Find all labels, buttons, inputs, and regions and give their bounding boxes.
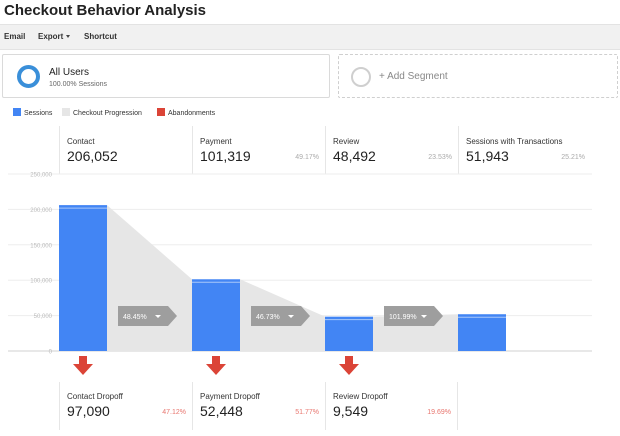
stage-name: Review (333, 137, 360, 146)
shortcut-button[interactable]: Shortcut (84, 32, 117, 41)
segment-ring-icon (17, 65, 40, 88)
email-button[interactable]: Email (4, 32, 26, 41)
dropoff-review[interactable]: Review Dropoff 9,549 19.69% (325, 382, 458, 430)
dropoff-percent: 47.12% (162, 409, 186, 416)
segment-sub: 100.00% Sessions (49, 81, 107, 88)
dropoff-name: Contact Dropoff (67, 392, 123, 401)
session-bar (59, 205, 107, 351)
stage-review[interactable]: Review 48,492 23.53% (325, 126, 458, 174)
stage-name: Payment (200, 137, 232, 146)
stage-value: 48,492 (333, 148, 376, 164)
abandonment-arrow-icon (339, 356, 359, 375)
session-bar (458, 314, 506, 351)
legend-swatch-sessions (13, 108, 21, 116)
arrow-box (251, 306, 310, 326)
dropoff-name: Payment Dropoff (200, 392, 260, 401)
legend-label-progression: Checkout Progression (73, 110, 142, 117)
add-segment-label: + Add Segment (379, 71, 448, 82)
arrow-box (118, 306, 177, 326)
progression-label: 46.73% (256, 314, 280, 321)
page-title: Checkout Behavior Analysis (4, 2, 207, 19)
add-segment-button[interactable]: + Add Segment (338, 54, 618, 98)
chevron-down-icon (66, 35, 71, 39)
legend-sessions: Sessions (13, 108, 52, 117)
stage-percent: 49.17% (295, 154, 319, 161)
dropoff-value: 9,549 (333, 403, 369, 419)
progression-arrow: 48.45% (118, 306, 177, 326)
legend-abandonments: Abandonments (157, 108, 215, 117)
stage-payment[interactable]: Payment 101,319 49.17% (192, 126, 325, 174)
stage-name: Sessions with Transactions (466, 137, 563, 146)
progression-label: 48.45% (123, 314, 147, 321)
stage-percent: 23.53% (428, 154, 452, 161)
dropoff-percent: 51.77% (295, 409, 319, 416)
dropoff-contact[interactable]: Contact Dropoff 97,090 47.12% (59, 382, 192, 430)
stage-percent: 25.21% (561, 154, 585, 161)
dropoff-percent: 19.69% (427, 409, 451, 416)
chevron-down-icon (155, 315, 161, 318)
y-tick-label: 50,000 (34, 314, 53, 320)
legend-label-abandonments: Abandonments (168, 110, 216, 117)
legend-checkout-progression: Checkout Progression (62, 108, 142, 117)
export-label: Export (38, 32, 64, 41)
session-bar (325, 316, 373, 351)
stage-name: Contact (67, 137, 95, 146)
arrow-box (384, 306, 443, 326)
session-bar (192, 279, 240, 351)
y-tick-label: 200,000 (30, 208, 52, 214)
y-tick-label: 100,000 (30, 279, 52, 285)
segment-name: All Users (49, 67, 90, 78)
add-segment-ring-icon (351, 67, 371, 87)
legend-swatch-abandonments (157, 108, 165, 116)
stage-value: 206,052 (67, 148, 118, 164)
abandonment-arrow-icon (206, 356, 226, 375)
dropoff-value: 52,448 (200, 403, 243, 419)
progression-arrow: 46.73% (251, 306, 310, 326)
progression-area (107, 205, 192, 351)
export-button[interactable]: Export (38, 32, 71, 41)
dropoff-payment[interactable]: Payment Dropoff 52,448 51.77% (192, 382, 325, 430)
chevron-down-icon (421, 315, 427, 318)
funnel-chart: 250,000 200,000 150,000 100,000 50,000 0 48.4… (8, 173, 592, 375)
stage-contact[interactable]: Contact 206,052 (59, 126, 192, 174)
stage-transactions[interactable]: Sessions with Transactions 51,943 25.21% (458, 126, 591, 174)
legend-label-sessions: Sessions (24, 110, 53, 117)
dropoff-name: Review Dropoff (333, 392, 388, 401)
y-tick-label: 0 (49, 350, 53, 356)
abandonment-arrow-icon (73, 356, 93, 375)
progression-label: 101.99% (389, 314, 417, 321)
stage-value: 51,943 (466, 148, 509, 164)
y-tick-label: 150,000 (30, 243, 52, 249)
dropoff-value: 97,090 (67, 403, 110, 419)
stage-value: 101,319 (200, 148, 251, 164)
progression-arrow: 101.99% (384, 306, 443, 326)
legend-swatch-progression (62, 108, 70, 116)
chevron-down-icon (288, 315, 294, 318)
segment-all-users[interactable]: All Users 100.00% Sessions (2, 54, 330, 98)
y-tick-label: 250,000 (30, 173, 52, 179)
toolbar: Email Export Shortcut (0, 24, 620, 50)
